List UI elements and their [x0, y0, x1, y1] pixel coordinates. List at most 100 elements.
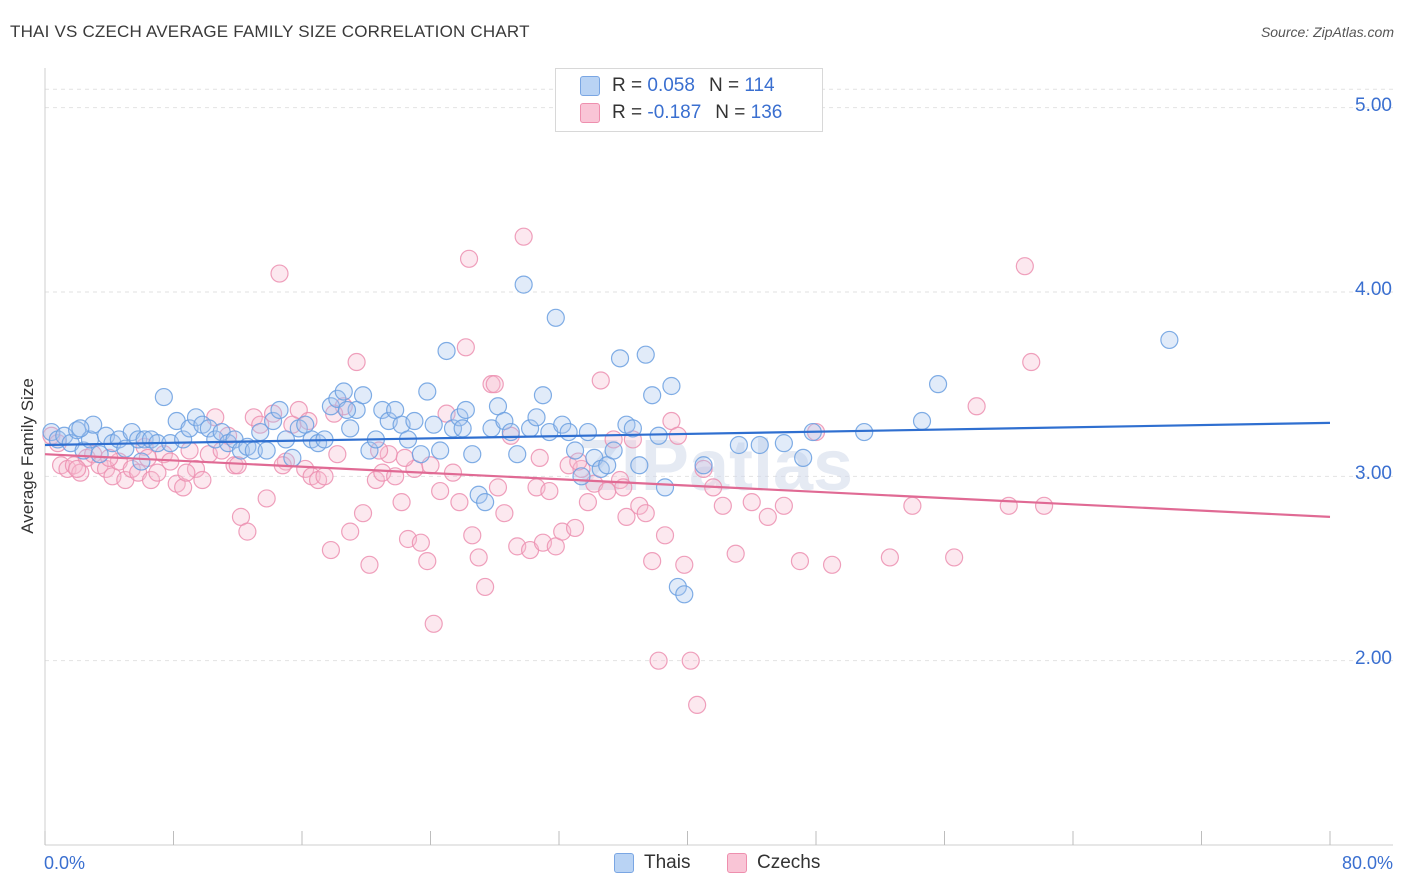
czechs-point[interactable]: [495, 504, 514, 523]
czechs-point[interactable]: [296, 459, 315, 479]
czechs-point[interactable]: [270, 264, 289, 283]
czechs-point[interactable]: [418, 552, 437, 571]
czechs-point[interactable]: [443, 463, 463, 482]
thais-point[interactable]: [476, 493, 495, 512]
czechs-point[interactable]: [630, 496, 649, 515]
czechs-point[interactable]: [370, 441, 389, 460]
thais-point[interactable]: [675, 585, 694, 604]
thais-point[interactable]: [636, 345, 655, 364]
czechs-point[interactable]: [967, 397, 986, 416]
czechs-point[interactable]: [578, 493, 598, 512]
thais-point[interactable]: [334, 382, 353, 401]
thais-point[interactable]: [276, 430, 296, 449]
czechs-point[interactable]: [688, 695, 707, 715]
czechs-point[interactable]: [880, 548, 899, 567]
czechs-point[interactable]: [1034, 496, 1054, 515]
thais-point[interactable]: [668, 577, 687, 597]
thais-point[interactable]: [565, 441, 585, 460]
thais-point[interactable]: [604, 441, 623, 460]
czechs-point[interactable]: [141, 470, 161, 490]
thais-point[interactable]: [527, 408, 546, 427]
thais-point[interactable]: [132, 452, 151, 471]
thais-point[interactable]: [263, 411, 283, 431]
czechs-point[interactable]: [395, 448, 414, 467]
thais-point[interactable]: [186, 408, 206, 427]
thais-point[interactable]: [411, 445, 430, 464]
czechs-point[interactable]: [148, 463, 167, 482]
thais-point[interactable]: [353, 386, 373, 405]
thais-point[interactable]: [270, 400, 289, 420]
czechs-point[interactable]: [411, 533, 430, 552]
czechs-point[interactable]: [530, 448, 549, 467]
thais-point[interactable]: [546, 308, 565, 327]
czechs-point[interactable]: [636, 504, 655, 523]
thais-point[interactable]: [437, 341, 456, 361]
czechs-point[interactable]: [469, 548, 488, 567]
czechs-point[interactable]: [238, 522, 257, 541]
czechs-point[interactable]: [463, 526, 482, 545]
czechs-point[interactable]: [774, 496, 793, 515]
thais-point[interactable]: [623, 419, 642, 438]
czechs-point[interactable]: [540, 481, 559, 501]
thais-point[interactable]: [1160, 330, 1179, 350]
czechs-point[interactable]: [681, 651, 700, 670]
czechs-point[interactable]: [1022, 352, 1041, 372]
thais-point[interactable]: [912, 411, 932, 431]
thais-point[interactable]: [418, 382, 437, 401]
czechs-point[interactable]: [945, 548, 964, 567]
thais-point[interactable]: [373, 400, 392, 420]
thais-point[interactable]: [774, 434, 793, 453]
czechs-point[interactable]: [617, 507, 636, 526]
thais-point[interactable]: [337, 400, 357, 420]
czechs-point[interactable]: [903, 496, 922, 515]
thais-point[interactable]: [431, 441, 450, 460]
czechs-point[interactable]: [822, 555, 842, 574]
legend-item-czechs[interactable]: Czechs: [727, 852, 820, 874]
thais-point[interactable]: [662, 376, 681, 396]
thais-point[interactable]: [572, 467, 591, 486]
czechs-point[interactable]: [758, 507, 777, 526]
czechs-point[interactable]: [643, 552, 662, 571]
czechs-point[interactable]: [341, 522, 360, 541]
thais-point[interactable]: [643, 386, 662, 405]
czechs-point[interactable]: [485, 375, 504, 394]
czechs-point[interactable]: [726, 544, 745, 563]
thais-point[interactable]: [90, 445, 109, 464]
czechs-point[interactable]: [1015, 257, 1034, 276]
legend-item-thais[interactable]: Thais: [614, 852, 690, 874]
thais-point[interactable]: [469, 485, 488, 504]
czechs-point[interactable]: [228, 456, 247, 475]
thais-point[interactable]: [405, 411, 424, 431]
thais-point[interactable]: [649, 426, 668, 445]
czechs-point[interactable]: [68, 459, 87, 479]
thais-point[interactable]: [928, 375, 948, 394]
czechs-point[interactable]: [591, 371, 610, 390]
czechs-point[interactable]: [742, 493, 761, 512]
czechs-point[interactable]: [450, 493, 469, 512]
czechs-point[interactable]: [392, 493, 411, 512]
czechs-point[interactable]: [514, 227, 533, 246]
thais-point[interactable]: [794, 448, 813, 467]
thais-point[interactable]: [533, 386, 553, 405]
czechs-point[interactable]: [459, 249, 479, 268]
thais-point[interactable]: [154, 387, 173, 407]
thais-point[interactable]: [729, 435, 749, 455]
thais-point[interactable]: [508, 445, 527, 464]
czechs-point[interactable]: [321, 540, 341, 560]
czechs-point[interactable]: [360, 555, 379, 574]
czechs-point[interactable]: [193, 470, 212, 490]
thais-point[interactable]: [559, 422, 578, 442]
czechs-point[interactable]: [257, 489, 276, 508]
thais-point[interactable]: [257, 441, 276, 460]
thais-point[interactable]: [630, 456, 649, 475]
czechs-point[interactable]: [713, 496, 732, 515]
czechs-point[interactable]: [315, 467, 334, 486]
czechs-point[interactable]: [655, 526, 675, 545]
thais-point[interactable]: [456, 400, 475, 420]
czechs-point[interactable]: [174, 478, 193, 497]
czechs-point[interactable]: [328, 445, 347, 464]
czechs-point[interactable]: [366, 470, 385, 490]
thais-point[interactable]: [68, 421, 87, 440]
czechs-point[interactable]: [668, 426, 687, 445]
thais-point[interactable]: [453, 419, 472, 438]
